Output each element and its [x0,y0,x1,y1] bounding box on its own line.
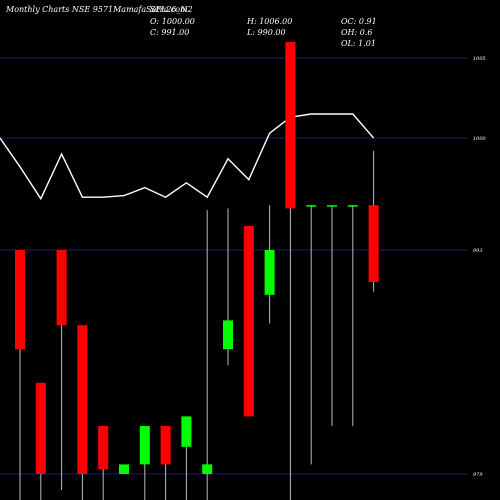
candle-down [98,426,109,470]
candle-up [347,205,358,207]
candle-up [223,320,233,350]
y-tick-label: 979 [473,472,483,478]
candle-down [56,250,67,326]
candle-up [264,250,275,295]
candle-up [119,464,129,474]
candle-down [77,325,88,474]
ol-label: OL: 1.01 [341,39,376,48]
candle-up [202,464,213,474]
candle-up [306,205,317,207]
candle-up [181,416,192,447]
candle-down [285,42,296,209]
y-tick-label: 1005 [473,56,486,62]
candle-down [243,226,254,417]
source-label: Monthly Charts NSE 9571MamafaSatra.com [5,5,188,14]
open-label: O: 1000.00 [150,17,195,26]
candle-up [139,426,150,465]
y-tick-label: 1000 [473,136,487,142]
candles [15,42,379,500]
oh-label: OH: 0.6 [341,28,373,37]
chart-header: Monthly Charts NSE 9571MamafaSatra.com S… [5,5,377,48]
low-label: L: 990.00 [246,28,286,37]
y-tick-label: 993 [473,248,483,254]
y-axis-labels: 1005 1000 993 979 [473,56,487,478]
close-label: C: 991.00 [150,28,189,37]
moving-average-line [0,113,375,201]
candle-down [368,205,379,282]
candle-up [327,205,337,207]
candle-down [160,426,171,465]
candle-down [35,382,46,474]
candle-down [15,250,25,350]
line-series [0,113,375,201]
high-label: H: 1006.00 [246,17,292,26]
symbol-label: SFL26_N2 [150,5,193,14]
oc-label: OC: 0.91 [341,17,377,26]
